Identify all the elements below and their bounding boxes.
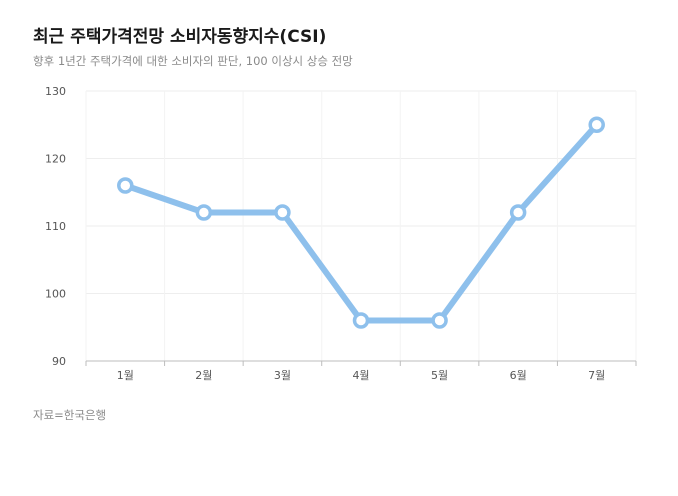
y-axis-labels: 90 100 110 120 130 — [45, 85, 66, 368]
x-tick-label: 2월 — [195, 369, 212, 382]
data-point[interactable] — [509, 204, 527, 221]
y-tick-label: 110 — [45, 220, 66, 233]
series — [117, 116, 605, 329]
data-point[interactable] — [588, 116, 605, 133]
y-tick-label: 90 — [52, 355, 66, 368]
y-tick-label: 130 — [45, 85, 66, 98]
data-point[interactable] — [195, 204, 213, 221]
x-tick-label: 5월 — [431, 369, 448, 382]
x-axis — [85, 360, 637, 366]
data-point[interactable] — [117, 177, 134, 194]
series-line — [122, 121, 600, 324]
x-tick-label: 4월 — [352, 369, 369, 382]
chart-subtitle: 향후 1년간 주택가격에 대한 소비자의 판단, 100 이상시 상승 전망 — [33, 54, 353, 68]
x-tick-label: 1월 — [117, 369, 134, 382]
chart-title: 최근 주택가격전망 소비자동향지수(CSI) — [33, 27, 327, 47]
data-point[interactable] — [352, 312, 370, 329]
data-point[interactable] — [431, 312, 448, 329]
source-note: 자료=한국은행 — [33, 408, 107, 422]
x-tick-label: 7월 — [588, 369, 605, 382]
y-tick-label: 120 — [45, 153, 66, 166]
data-point[interactable] — [274, 204, 291, 221]
y-tick-label: 100 — [45, 288, 66, 301]
x-axis-labels: 1월 2월 3월 4월 5월 6월 7월 — [117, 369, 606, 382]
grid-lines — [85, 90, 637, 361]
x-tick-label: 6월 — [510, 369, 527, 382]
x-tick-label: 3월 — [274, 369, 291, 382]
